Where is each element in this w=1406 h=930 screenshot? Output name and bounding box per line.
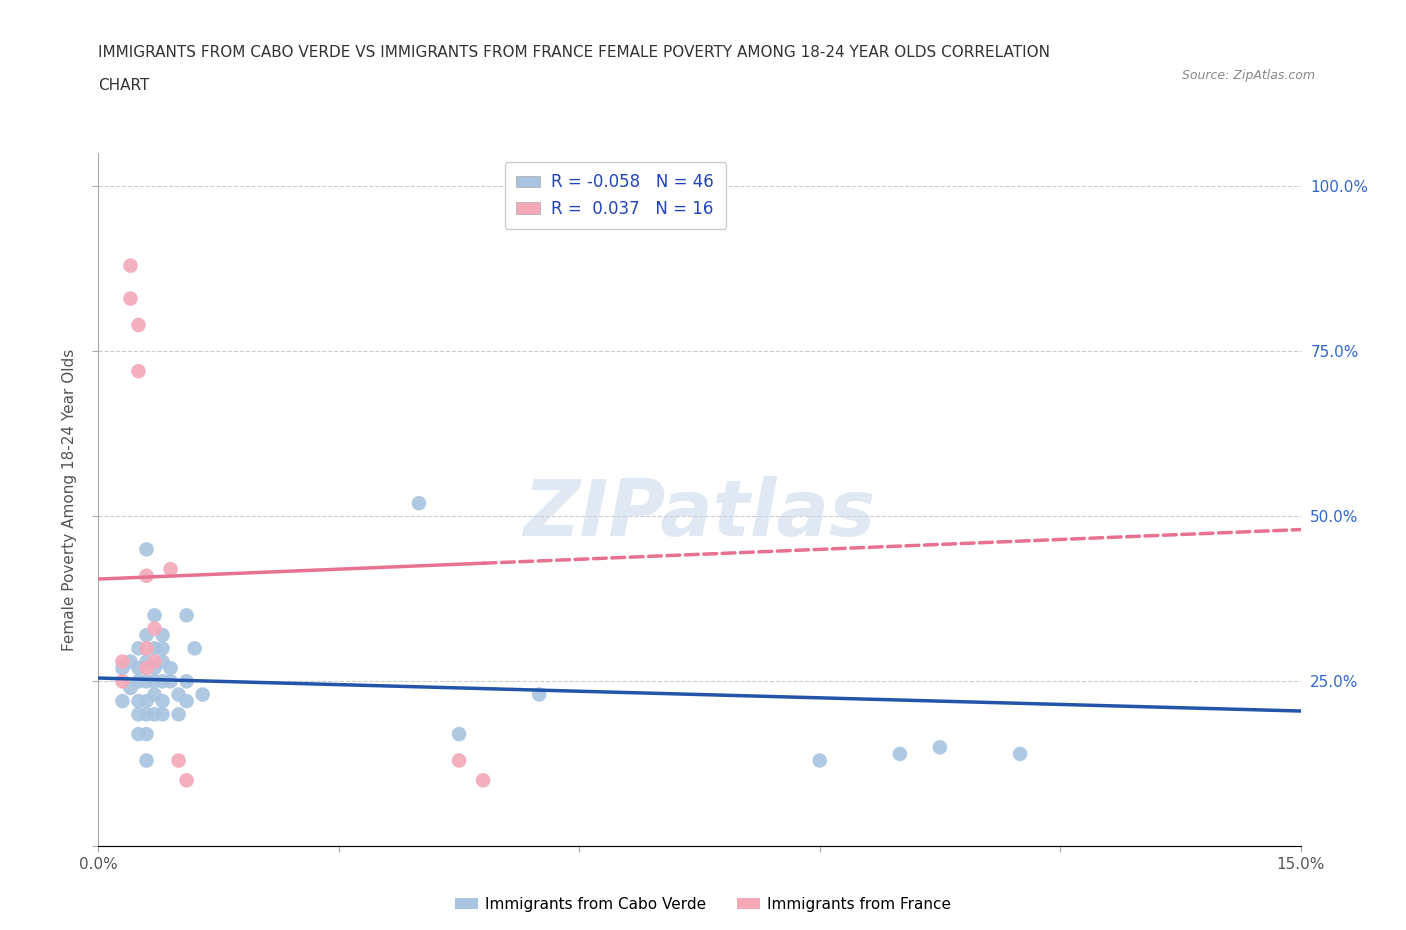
Y-axis label: Female Poverty Among 18-24 Year Olds: Female Poverty Among 18-24 Year Olds <box>62 349 77 651</box>
Text: Source: ZipAtlas.com: Source: ZipAtlas.com <box>1181 69 1315 82</box>
Point <box>135 726 157 741</box>
Point <box>167 753 190 768</box>
Point <box>128 641 150 656</box>
Point <box>191 687 214 702</box>
Point <box>120 291 142 306</box>
Point <box>111 674 134 689</box>
Point <box>135 628 157 643</box>
Point <box>128 694 150 709</box>
Point <box>111 694 134 709</box>
Text: IMMIGRANTS FROM CABO VERDE VS IMMIGRANTS FROM FRANCE FEMALE POVERTY AMONG 18-24 : IMMIGRANTS FROM CABO VERDE VS IMMIGRANTS… <box>98 46 1050 60</box>
Point <box>152 707 174 722</box>
Point <box>808 753 831 768</box>
Point <box>472 773 495 788</box>
Point <box>128 364 150 379</box>
Point <box>143 654 166 669</box>
Point <box>143 621 166 636</box>
Point <box>135 654 157 669</box>
Point <box>176 674 198 689</box>
Point <box>120 259 142 273</box>
Point <box>152 694 174 709</box>
Point <box>176 608 198 623</box>
Point <box>143 641 166 656</box>
Point <box>135 707 157 722</box>
Point <box>128 674 150 689</box>
Point <box>152 628 174 643</box>
Point <box>159 562 181 577</box>
Point <box>176 773 198 788</box>
Text: CHART: CHART <box>98 78 150 93</box>
Point <box>143 674 166 689</box>
Point <box>1010 747 1032 762</box>
Point <box>447 753 470 768</box>
Point <box>167 687 190 702</box>
Point <box>143 608 166 623</box>
Point <box>143 687 166 702</box>
Point <box>152 674 174 689</box>
Point <box>135 694 157 709</box>
Point <box>143 660 166 675</box>
Point <box>408 496 430 511</box>
Point <box>152 654 174 669</box>
Point <box>128 660 150 675</box>
Point <box>143 707 166 722</box>
Point <box>135 660 157 675</box>
Point <box>135 674 157 689</box>
Point <box>111 654 134 669</box>
Legend: Immigrants from Cabo Verde, Immigrants from France: Immigrants from Cabo Verde, Immigrants f… <box>449 891 957 918</box>
Point <box>929 740 952 755</box>
Point <box>159 674 181 689</box>
Point <box>128 726 150 741</box>
Legend: R = -0.058   N = 46, R =  0.037   N = 16: R = -0.058 N = 46, R = 0.037 N = 16 <box>505 162 725 230</box>
Point <box>135 568 157 583</box>
Point <box>183 641 205 656</box>
Point <box>529 687 551 702</box>
Point <box>159 660 181 675</box>
Point <box>167 707 190 722</box>
Point <box>135 753 157 768</box>
Point <box>135 542 157 557</box>
Point <box>120 681 142 696</box>
Point <box>111 660 134 675</box>
Point <box>135 641 157 656</box>
Point <box>128 317 150 332</box>
Text: ZIPatlas: ZIPatlas <box>523 476 876 551</box>
Point <box>152 641 174 656</box>
Point <box>889 747 911 762</box>
Point <box>176 694 198 709</box>
Point <box>128 707 150 722</box>
Point <box>120 654 142 669</box>
Point <box>447 726 470 741</box>
